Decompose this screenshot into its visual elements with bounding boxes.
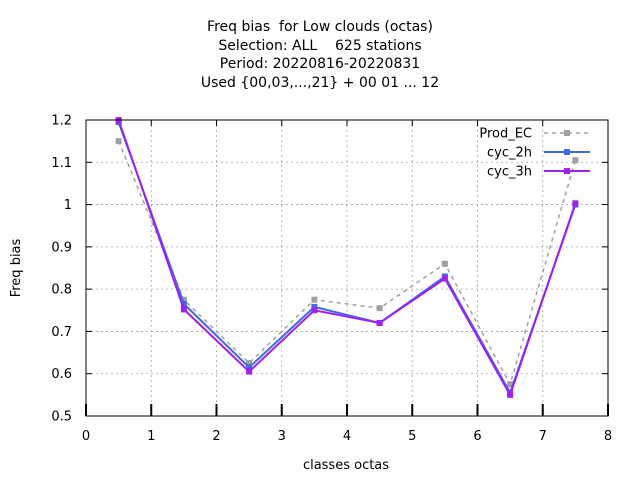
data-point [246, 364, 253, 371]
y-tick-label: 0.9 [51, 240, 72, 255]
data-point [376, 305, 383, 312]
data-point [507, 391, 514, 398]
x-tick-label: 1 [147, 429, 155, 444]
legend-swatch-marker [564, 149, 570, 155]
title-line-4: Used {00,03,...,21} + 00 01 ... 12 [200, 74, 440, 91]
y-tick-label: 0.6 [51, 367, 72, 382]
x-tick-label: 2 [212, 429, 220, 444]
chart-title: Freq bias for Low clouds (octas) Selecti… [0, 18, 640, 92]
grid-lines [86, 120, 608, 416]
data-point [180, 306, 187, 313]
legend-label: cyc_2h [487, 146, 532, 161]
data-point [311, 303, 318, 310]
legend-swatch-marker [564, 130, 570, 136]
series-line-Prod_EC [117, 140, 577, 387]
data-point [246, 360, 253, 367]
data-point [441, 260, 448, 267]
title-line-1: Freq bias for Low clouds (octas) [207, 19, 433, 35]
y-tick-label: 0.5 [51, 410, 72, 425]
data-point [572, 157, 579, 164]
legend: Prod_EC cyc_2h cyc_3h [479, 127, 590, 180]
data-point [246, 368, 253, 375]
y-tick-label: 0.7 [51, 325, 72, 340]
data-point [572, 200, 579, 207]
data-point [376, 319, 383, 326]
series-line-cyc_3h [117, 119, 577, 398]
legend-label: Prod_EC [479, 127, 532, 142]
data-point [180, 300, 187, 307]
data-point [311, 296, 318, 303]
data-point [507, 381, 514, 388]
x-tick-label: 5 [408, 429, 416, 444]
title-line-3: Period: 20220816-20220831 [219, 56, 421, 72]
y-tick-label: 0.8 [51, 283, 72, 298]
axis-ticks: 0.5 0.6 0.7 0.8 0.9 1 1.1 1.2 0 1 2 3 4 5 6 7 8 [51, 114, 612, 445]
x-tick-label: 4 [343, 429, 351, 444]
y-tick-label: 1.1 [51, 156, 72, 171]
x-tick-label: 7 [539, 429, 547, 444]
legend-label: cyc_3h [487, 165, 532, 180]
y-axis-label: Freq bias [9, 238, 24, 297]
y-tick-label: 1.2 [51, 114, 72, 129]
series-lines [115, 117, 579, 398]
title-line-2: Selection: ALL 625 stations [218, 37, 422, 54]
data-point [441, 275, 448, 282]
x-tick-label: 8 [604, 429, 612, 444]
data-point [115, 138, 122, 145]
y-tick-label: 1 [64, 198, 72, 213]
data-point [311, 307, 318, 314]
data-point [180, 296, 187, 303]
legend-swatch-marker [564, 168, 570, 174]
x-axis-label: classes octas [303, 458, 389, 473]
x-tick-label: 6 [473, 429, 481, 444]
x-tick-label: 0 [82, 429, 90, 444]
series-line-cyc_2h [117, 121, 577, 396]
x-tick-label: 3 [278, 429, 286, 444]
